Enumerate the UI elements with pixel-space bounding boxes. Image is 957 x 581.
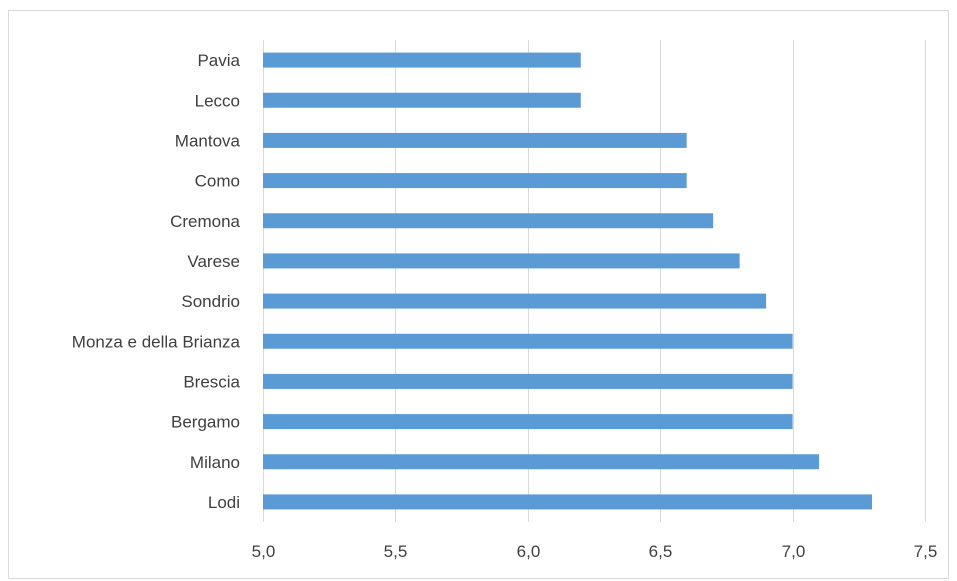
- category-label: Brescia: [183, 372, 240, 391]
- bar: [263, 173, 687, 189]
- bar: [263, 494, 873, 510]
- bar: [263, 333, 793, 349]
- bar: [263, 454, 820, 470]
- tick-label-layer: 5,0 5,5 6,0 6,5 7,0 7,5: [252, 542, 938, 561]
- category-label: Sondrio: [181, 292, 240, 311]
- category-label: Pavia: [197, 51, 240, 70]
- bar: [263, 414, 793, 430]
- bar: [263, 132, 687, 148]
- category-label-layer: Pavia Lecco Mantova Como Cremona Varese Sondri…: [72, 51, 241, 512]
- bar: [263, 253, 740, 269]
- x-tick-label: 6,5: [649, 542, 673, 561]
- bar: [263, 52, 581, 68]
- category-label: Bergamo: [171, 413, 240, 432]
- x-tick-label: 6,0: [517, 542, 541, 561]
- bar-layer: [263, 52, 873, 510]
- category-label: Mantova: [175, 131, 241, 150]
- x-tick-label: 7,0: [782, 542, 806, 561]
- category-label: Lecco: [195, 91, 240, 110]
- category-label: Monza e della Brianza: [72, 332, 241, 351]
- category-label: Cremona: [170, 212, 240, 231]
- x-tick-label: 5,5: [384, 542, 408, 561]
- category-label: Como: [195, 172, 240, 191]
- bar: [263, 92, 581, 108]
- x-tick-label: 5,0: [252, 542, 276, 561]
- category-label: Milano: [190, 453, 240, 472]
- category-label: Varese: [187, 252, 240, 271]
- grid-layer: [263, 40, 926, 522]
- bar: [263, 213, 714, 229]
- category-label: Lodi: [208, 493, 240, 512]
- bar: [263, 373, 793, 389]
- bar: [263, 293, 767, 309]
- x-tick-label: 7,5: [914, 542, 938, 561]
